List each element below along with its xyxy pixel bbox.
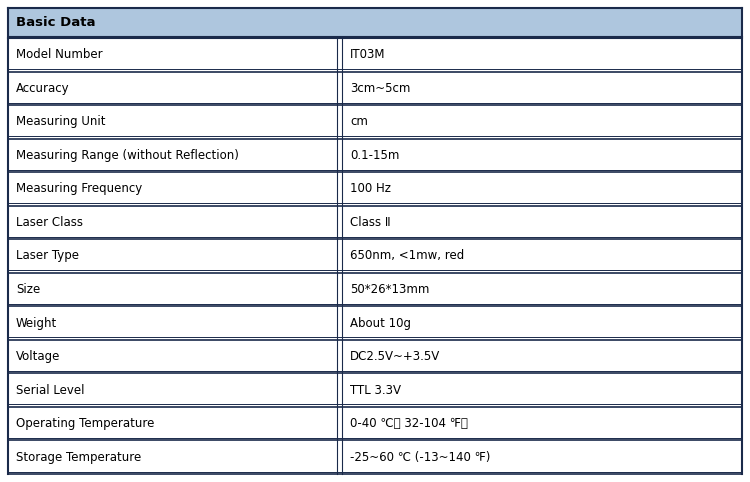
Text: Serial Level: Serial Level [16,384,85,397]
Text: cm: cm [350,115,368,128]
Text: Voltage: Voltage [16,350,60,363]
Text: 0-40 ℃（ 32-104 ℉）: 0-40 ℃（ 32-104 ℉） [350,417,468,430]
Bar [8,374,742,407]
Bar [8,206,742,239]
Bar [8,306,742,340]
Text: TTL 3.3V: TTL 3.3V [350,384,401,397]
Text: About 10g: About 10g [350,317,411,330]
Bar [8,441,742,474]
Bar [8,172,742,206]
Text: Model Number: Model Number [16,48,103,61]
Text: Measuring Range (without Reflection): Measuring Range (without Reflection) [16,149,238,162]
Text: Accuracy: Accuracy [16,82,70,95]
Text: 0.1-15m: 0.1-15m [350,149,399,162]
Bar [8,340,742,374]
Text: 650nm, <1mw, red: 650nm, <1mw, red [350,250,464,263]
Bar [8,407,742,441]
Bar [8,105,742,139]
Text: Weight: Weight [16,317,57,330]
Text: -25~60 ℃ (-13~140 ℉): -25~60 ℃ (-13~140 ℉) [350,451,490,464]
Text: Storage Temperature: Storage Temperature [16,451,141,464]
Bar [8,139,742,172]
Text: 50*26*13mm: 50*26*13mm [350,283,429,296]
Text: Class Ⅱ: Class Ⅱ [350,216,391,229]
Text: Laser Type: Laser Type [16,250,79,263]
Text: 3cm~5cm: 3cm~5cm [350,82,410,95]
Text: Operating Temperature: Operating Temperature [16,417,154,430]
Text: Size: Size [16,283,40,296]
Bar [8,71,742,105]
Bar [8,239,742,273]
Text: Measuring Unit: Measuring Unit [16,115,106,128]
Bar [8,273,742,306]
Text: Measuring Frequency: Measuring Frequency [16,182,143,195]
Text: Laser Class: Laser Class [16,216,83,229]
Bar [8,38,742,71]
Bar [8,8,742,38]
Text: 100 Hz: 100 Hz [350,182,391,195]
Text: DC2.5V~+3.5V: DC2.5V~+3.5V [350,350,440,363]
Text: IT03M: IT03M [350,48,386,61]
Text: Basic Data: Basic Data [16,16,95,29]
